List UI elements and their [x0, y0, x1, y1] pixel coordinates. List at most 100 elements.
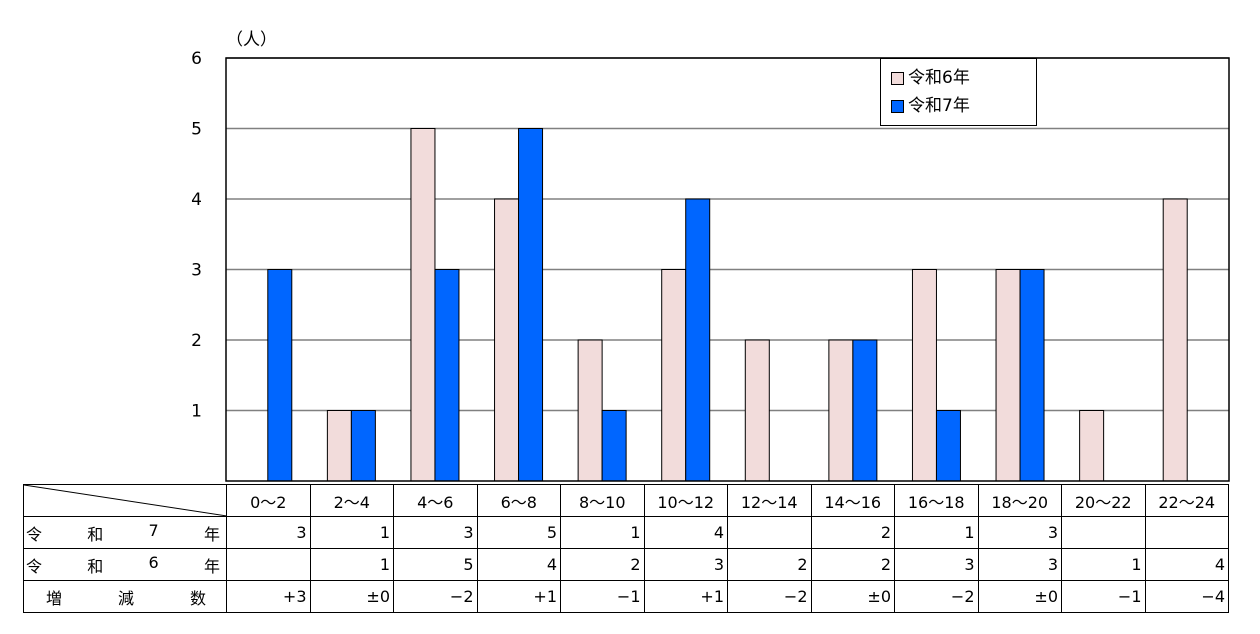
bar [995, 269, 1021, 482]
table-header-cell: 12～14 [727, 484, 812, 517]
table-row-r6: 令 和 6 年 1 5 4 2 3 2 2 3 3 1 4 [23, 548, 1229, 581]
table-cell: +3 [226, 580, 311, 613]
table-cell: 3 [393, 516, 478, 549]
table-cell: 3 [643, 548, 728, 581]
table-cell: 2 [727, 548, 812, 581]
table-header-cell: 20～22 [1061, 484, 1146, 517]
table-cell: ±0 [309, 580, 394, 613]
bar [410, 128, 436, 482]
diagonal-line [24, 485, 226, 516]
table-cell: 1 [309, 516, 394, 549]
y-tick-label: 4 [191, 190, 202, 210]
table-cell: −4 [1144, 580, 1229, 613]
table-cell: 1 [560, 516, 645, 549]
data-table: 0～2 2～4 4～6 6～8 8～10 10～12 12～14 14～16 1… [23, 484, 1229, 613]
row-label-r7: 令 和 7 年 [23, 516, 227, 549]
bar [494, 198, 520, 482]
y-tick-label: 2 [191, 331, 202, 351]
table-header-cell: 16～18 [894, 484, 979, 517]
bar [601, 410, 627, 482]
table-header-cell: 0～2 [226, 484, 311, 517]
table-cell: −2 [727, 580, 812, 613]
table-cell [1144, 516, 1229, 549]
row-label-diff: 増 減 数 [23, 580, 227, 613]
bar [935, 410, 961, 482]
bar [1019, 269, 1045, 482]
bar [518, 128, 544, 482]
table-header-cell: 22～24 [1144, 484, 1229, 517]
row-label-char: 数 [189, 588, 206, 608]
table-row-r7: 令 和 7 年 3 1 3 5 1 4 2 1 3 [23, 516, 1229, 549]
row-label-char: 7 [148, 520, 159, 540]
row-label-char: 令 [26, 556, 43, 576]
table-cell: 3 [894, 548, 979, 581]
table-cell: 2 [810, 548, 895, 581]
legend-item-r7: 令和7年 [891, 95, 970, 117]
table-cell: −1 [560, 580, 645, 613]
legend-label-r7: 令和7年 [908, 96, 970, 116]
y-tick-label: 6 [191, 49, 202, 69]
table-cell [226, 548, 311, 581]
table-cell: 2 [810, 516, 895, 549]
table-cell: 2 [560, 548, 645, 581]
plot-frame [225, 57, 1230, 482]
table-header-cell: 2～4 [309, 484, 394, 517]
table-header-cell: 4～6 [393, 484, 478, 517]
table-header-cell: 18～20 [977, 484, 1062, 517]
bar [434, 269, 460, 482]
row-label-char: 6 [148, 552, 159, 572]
bar [852, 339, 878, 482]
bar [661, 269, 687, 482]
table-cell: 3 [977, 548, 1062, 581]
row-label-char: 年 [203, 524, 220, 544]
table-cell: ±0 [810, 580, 895, 613]
bar [350, 410, 376, 482]
table-cell: 5 [476, 516, 561, 549]
bar [744, 339, 770, 482]
y-tick-label: 5 [191, 120, 202, 140]
table-header-cell: 10～12 [643, 484, 728, 517]
table-header-cell: 6～8 [476, 484, 561, 517]
table-cell: 5 [393, 548, 478, 581]
legend-item-r6: 令和6年 [891, 67, 970, 89]
table-corner-cell [23, 484, 227, 517]
table-header-row: 0～2 2～4 4～6 6～8 8～10 10～12 12～14 14～16 1… [23, 484, 1229, 517]
bar [828, 339, 854, 482]
row-label-char: 和 [87, 524, 104, 544]
row-label-char: 減 [117, 588, 134, 608]
bar [1079, 410, 1105, 482]
table-cell: 4 [1144, 548, 1229, 581]
table-cell [1061, 516, 1146, 549]
table-cell [727, 516, 812, 549]
row-label-r6: 令 和 6 年 [23, 548, 227, 581]
y-unit-label: （人） [226, 30, 277, 50]
bar [267, 269, 293, 482]
table-cell: 3 [226, 516, 311, 549]
table-cell: 1 [1061, 548, 1146, 581]
table-header-cell: 8～10 [560, 484, 645, 517]
bar [911, 269, 937, 482]
legend-swatch-r6 [891, 71, 904, 85]
row-label-char: 令 [26, 524, 43, 544]
table-cell: −2 [393, 580, 478, 613]
table-cell: 4 [643, 516, 728, 549]
table-cell: ±0 [977, 580, 1062, 613]
table-cell: −1 [1061, 580, 1146, 613]
table-cell: 1 [309, 548, 394, 581]
table-row-diff: 増 減 数 +3 ±0 −2 +1 −1 +1 −2 ±0 −2 ±0 −1 −… [23, 580, 1229, 613]
bar-chart: 1 2 3 4 5 6 （人） [191, 30, 1230, 482]
row-label-char: 増 [46, 588, 63, 608]
table-header-cell: 14～16 [810, 484, 895, 517]
row-label-char: 和 [87, 556, 104, 576]
legend-swatch-r7 [891, 99, 904, 113]
y-tick-label: 1 [191, 402, 202, 422]
y-tick-label: 3 [191, 261, 202, 281]
table-cell: 3 [977, 516, 1062, 549]
bar [326, 410, 352, 482]
legend-label-r6: 令和6年 [908, 68, 970, 88]
table-cell: −2 [894, 580, 979, 613]
table-cell: 4 [476, 548, 561, 581]
table-cell: 1 [894, 516, 979, 549]
row-label-char: 年 [203, 556, 220, 576]
bar [685, 198, 711, 482]
